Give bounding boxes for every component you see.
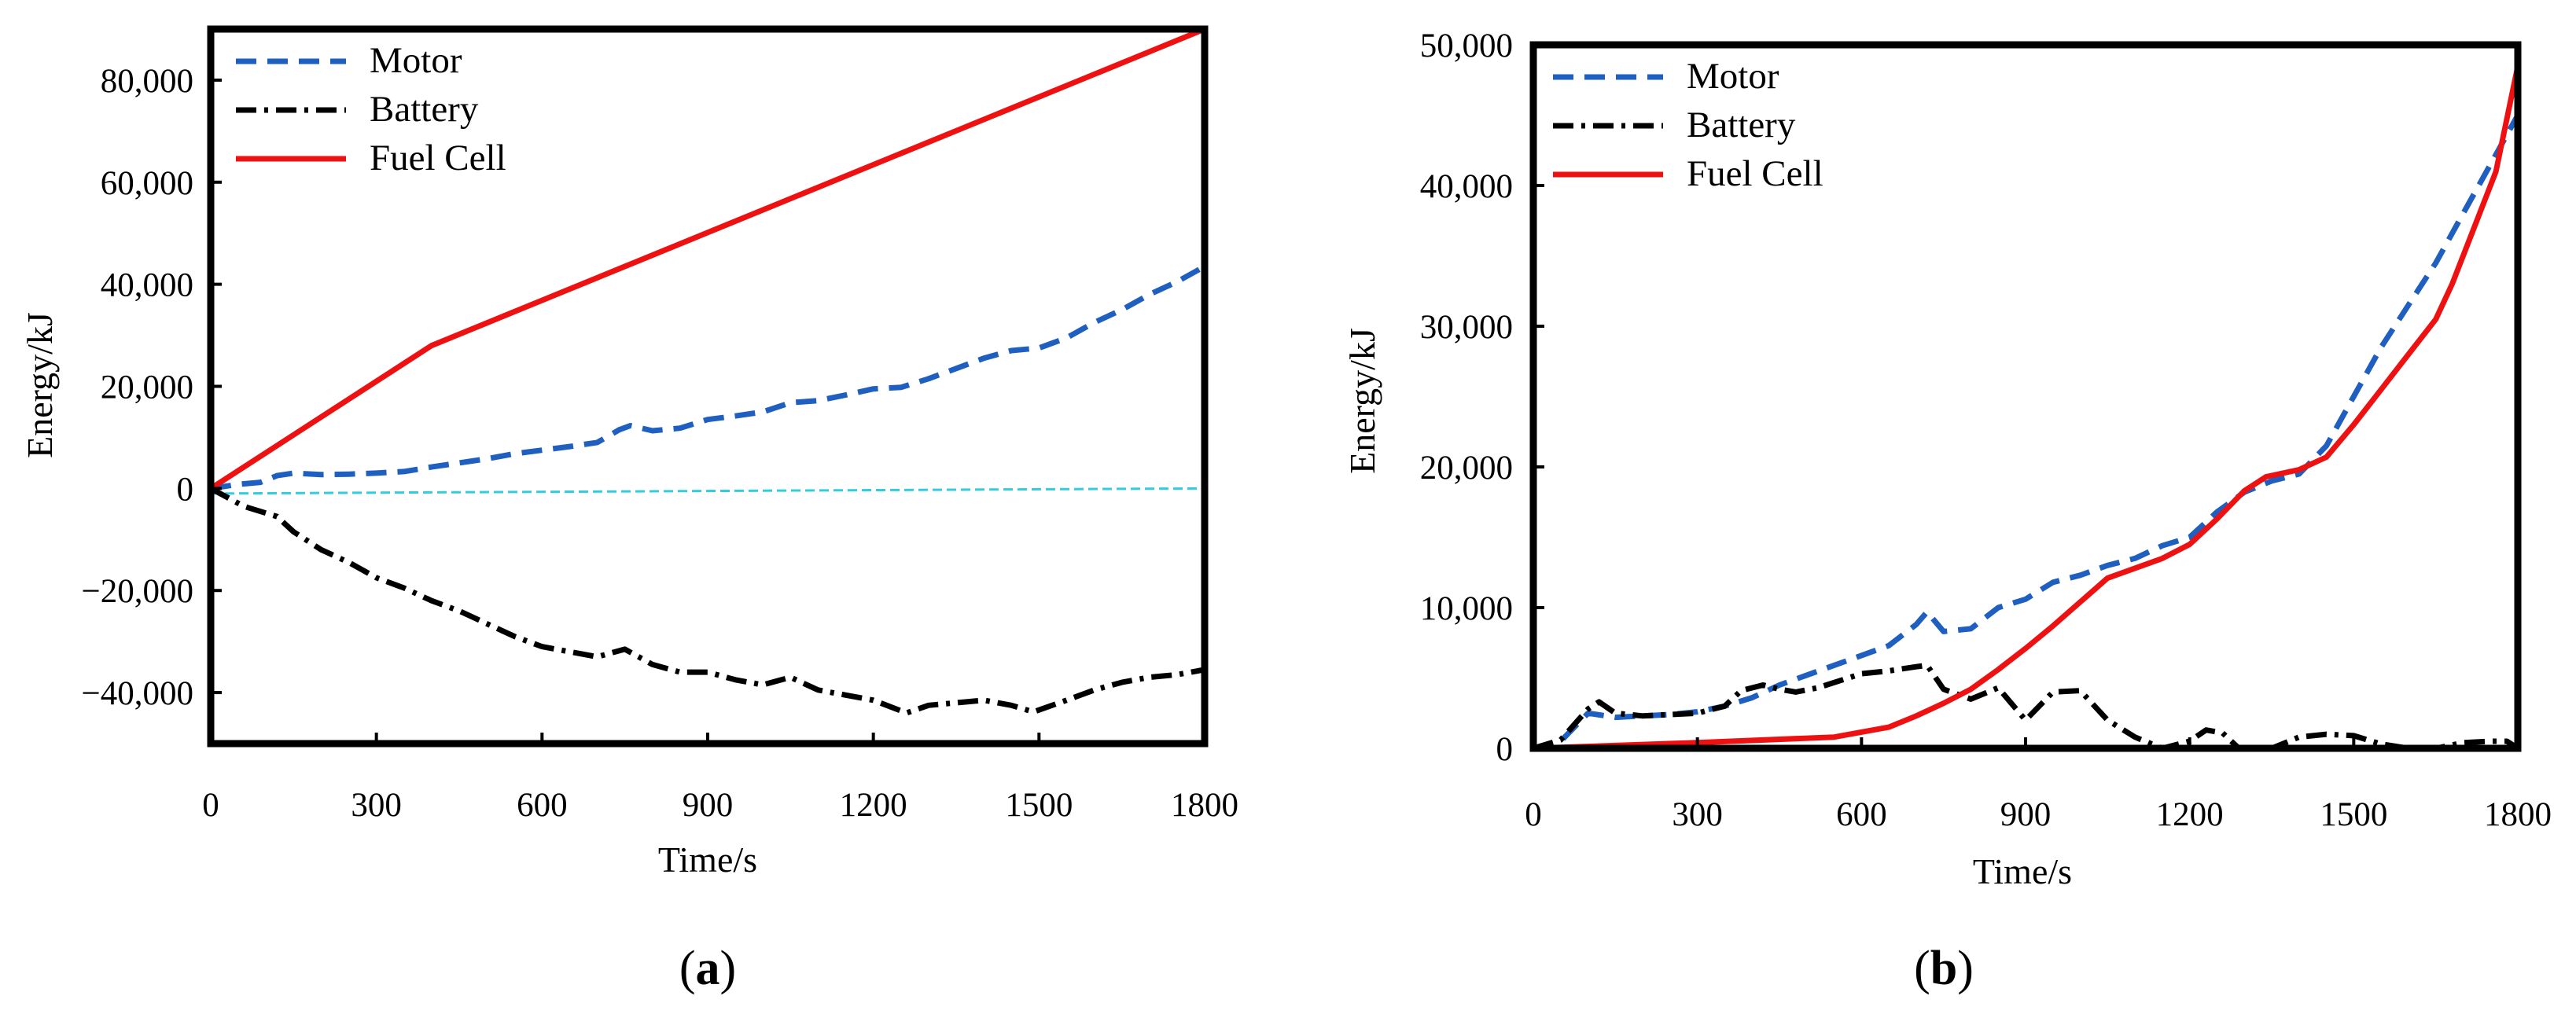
chart-b-x-tick-label: 1500 [2320,796,2387,833]
chart-a-x-axis-title: Time/s [658,839,757,880]
chart-b-x-tick-label: 0 [1525,796,1542,833]
chart-a: 0 300 600 900 1200 1500 1800 80,000 60,000 40,000… [20,25,1238,995]
chart-a-caption: (a) [679,942,736,995]
chart-a-y-axis-title: Energy/kJ [20,312,60,458]
chart-a-y-tick-label: 80,000 [101,63,193,100]
chart-b-caption: (b) [1914,942,1974,995]
chart-b-y-tick-label: 30,000 [1420,309,1513,346]
chart-b-legend: Motor Battery Fuel Cell [1553,56,1823,194]
chart-a-x-tick-label: 1800 [1171,787,1238,824]
chart-a-caption-close: ) [720,942,737,995]
chart-b-x-tick-label: 900 [2000,796,2052,833]
chart-a-legend-label-fuel-cell: Fuel Cell [370,138,506,178]
chart-b-y-tick-label: 10,000 [1420,590,1513,627]
chart-a-caption-letter: a [696,942,720,995]
chart-b-caption-letter: b [1930,942,1957,995]
chart-b-x-tick-label: 1800 [2484,796,2552,833]
chart-b-series-battery [1532,662,2519,751]
chart-b-x-tick-label: 1200 [2156,796,2224,833]
chart-a-zero-line [210,487,1205,495]
chart-b-legend-label-motor: Motor [1687,56,1779,97]
chart-a-series-fuel-cell [209,26,1206,491]
chart-b-y-tick-label: 0 [1496,731,1514,768]
chart-b-y-axis-title: Energy/kJ [1342,328,1382,474]
chart-a-x-tick-label: 1500 [1005,787,1073,824]
chart-b-legend-label-battery: Battery [1687,105,1796,145]
chart-b-x-axis-title: Time/s [1973,851,2072,891]
chart-a-y-tick-label: 40,000 [101,267,193,304]
chart-a-x-tick-label: 0 [202,787,219,824]
chart-b-y-tick-label: 20,000 [1420,450,1513,487]
chart-a-y-tick-label: −40,000 [81,675,193,712]
chart-b-legend-label-fuel-cell: Fuel Cell [1687,153,1823,194]
chart-a-y-tick-label: 60,000 [101,165,193,202]
chart-b-y-tick-label: 50,000 [1420,28,1513,64]
chart-a-y-tick-label: −20,000 [81,573,193,610]
chart-a-legend: Motor Battery Fuel Cell [236,40,506,178]
chart-a-x-tick-label: 600 [517,787,568,824]
chart-a-y-tick-label: 20,000 [101,369,193,406]
chart-a-caption-open: ( [679,942,696,995]
chart-b: 0 300 600 900 1200 1500 1800 50,000 40,000 30,000… [1342,28,2552,995]
chart-a-series-battery [209,486,1205,716]
chart-a-series-motor [210,263,1206,491]
chart-b-caption-open: ( [1914,942,1930,995]
chart-b-series-fuel-cell [1533,65,2521,751]
chart-b-y-tick-label: 40,000 [1420,168,1513,205]
chart-a-x-tick-label: 300 [351,787,402,824]
chart-a-legend-label-battery: Battery [370,89,479,130]
chart-a-legend-label-motor: Motor [370,40,462,81]
chart-b-caption-close: ) [1957,942,1974,995]
chart-b-x-tick-label: 300 [1672,796,1723,833]
chart-b-x-tick-label: 600 [1836,796,1887,833]
chart-a-y-tick-label: 0 [177,471,194,508]
chart-a-x-tick-label: 900 [683,787,734,824]
chart-a-x-tick-label: 1200 [840,787,907,824]
